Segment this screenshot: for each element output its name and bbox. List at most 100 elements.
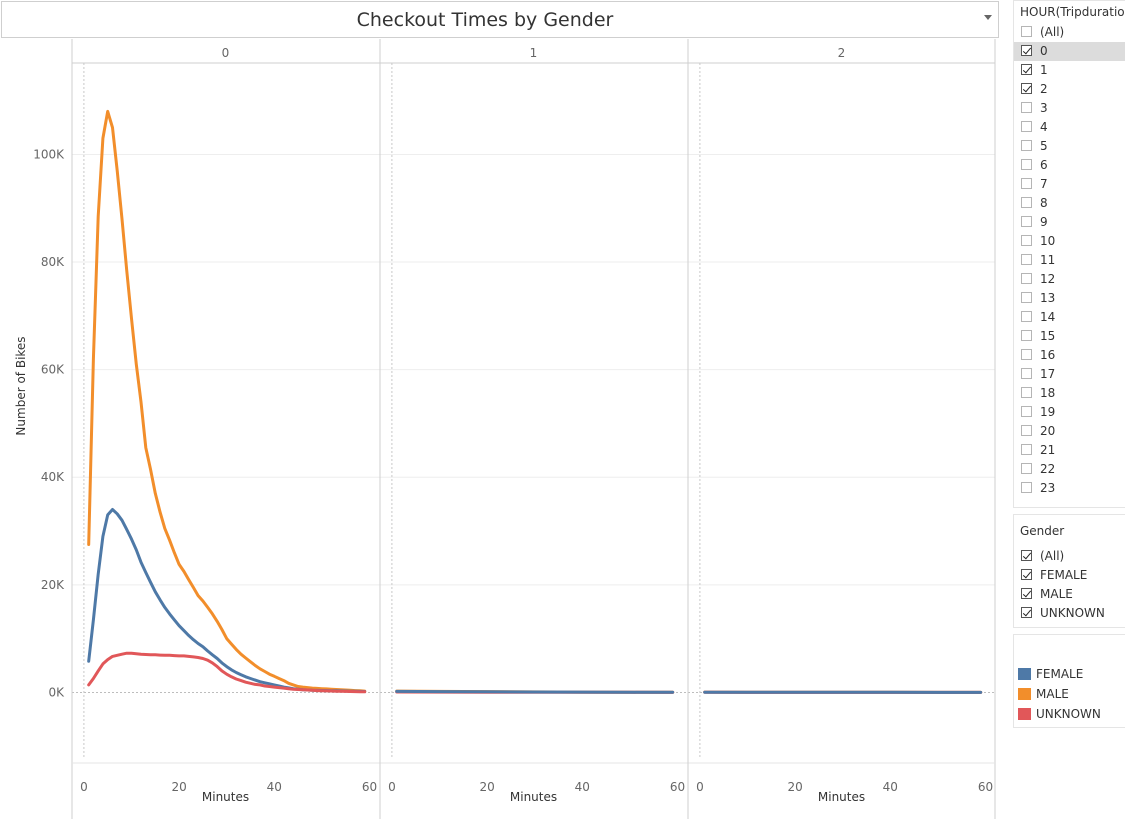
series-line-female [87,508,367,693]
gender-filter-option[interactable]: FEMALE [1014,566,1125,585]
hour-filter-option-label: 4 [1040,120,1048,134]
gender-filter-option-label: MALE [1040,587,1073,601]
y-tick-label: 20K [41,578,65,592]
hour-filter-option[interactable]: 8 [1014,194,1125,213]
hour-filter-option-label: 16 [1040,348,1056,362]
hour-filter-option[interactable]: 9 [1014,213,1125,232]
checkbox[interactable] [1021,349,1032,360]
hour-filter-list: (All) 0 1 2 3 4 5 6 7 8 9 10 11 12 13 14 15 16 17 18 19 20 21 2… [1014,23,1125,498]
checkbox[interactable] [1021,406,1032,417]
hour-filter-option-label: 0 [1040,44,1048,58]
checkbox[interactable] [1021,292,1032,303]
hour-filter-option-label: 10 [1040,234,1056,248]
series-line-male [87,109,367,693]
checkbox[interactable] [1021,121,1032,132]
hour-filter-option[interactable]: 16 [1014,346,1125,365]
hour-filter-option-label: 14 [1040,310,1056,324]
gender-filter-title: Gender [1020,524,1065,538]
x-axis-title: Minutes [818,790,865,804]
legend-swatch [1018,668,1031,680]
hour-filter-option[interactable]: 6 [1014,156,1125,175]
y-tick-label: 40K [41,470,65,484]
gender-filter-option[interactable]: (All) [1014,547,1125,566]
checkbox[interactable] [1021,425,1032,436]
checkbox[interactable] [1021,273,1032,284]
hour-filter-option-label: (All) [1040,25,1065,39]
hour-filter-option[interactable]: 14 [1014,308,1125,327]
hour-filter-option-label: 15 [1040,329,1056,343]
hour-filter-option-label: 13 [1040,291,1056,305]
x-tick-label: 0 [696,780,704,794]
hour-filter-option-label: 20 [1040,424,1056,438]
checkbox[interactable] [1021,26,1032,37]
y-tick-label: 100K [33,147,65,161]
checkbox[interactable] [1021,216,1032,227]
x-tick-label: 20 [479,780,494,794]
series-line-unknown [87,651,367,694]
checkbox[interactable] [1021,463,1032,474]
legend-item[interactable]: FEMALE [1014,664,1125,684]
checkbox[interactable] [1021,368,1032,379]
hour-filter-option[interactable]: 1 [1014,61,1125,80]
hour-filter-option-label: 18 [1040,386,1056,400]
legend-item[interactable]: MALE [1014,684,1125,704]
hour-filter-option[interactable]: 0 [1014,42,1125,61]
x-tick-label: 20 [171,780,186,794]
hour-filter-option-label: 2 [1040,82,1048,96]
hour-filter-option[interactable]: 18 [1014,384,1125,403]
checkbox[interactable] [1021,311,1032,322]
hour-filter-option-label: 9 [1040,215,1048,229]
checkbox[interactable] [1021,102,1032,113]
hour-filter-option[interactable]: 10 [1014,232,1125,251]
checkbox[interactable] [1021,482,1032,493]
checkbox[interactable] [1021,387,1032,398]
hour-filter-option[interactable]: 15 [1014,327,1125,346]
hour-filter-option[interactable]: 5 [1014,137,1125,156]
checkbox[interactable] [1021,254,1032,265]
checkbox[interactable] [1021,588,1032,599]
gender-filter-option-label: (All) [1040,549,1065,563]
hour-filter-option[interactable]: 21 [1014,441,1125,460]
checkbox[interactable] [1021,235,1032,246]
checkbox[interactable] [1021,140,1032,151]
checkbox[interactable] [1021,550,1032,561]
hour-filter-option[interactable]: 3 [1014,99,1125,118]
hour-filter-option[interactable]: 4 [1014,118,1125,137]
checkbox[interactable] [1021,64,1032,75]
chart-title: Checkout Times by Gender [356,9,614,31]
x-axis-title: Minutes [202,790,249,804]
chart-title-bar: Checkout Times by Gender [1,1,999,38]
gender-filter-option[interactable]: MALE [1014,585,1125,604]
checkbox[interactable] [1021,83,1032,94]
legend-item[interactable]: UNKNOWN [1014,704,1125,724]
x-tick-label: 0 [80,780,88,794]
hour-filter-option[interactable]: (All) [1014,23,1125,42]
checkbox[interactable] [1021,607,1032,618]
checkbox[interactable] [1021,178,1032,189]
checkbox[interactable] [1021,569,1032,580]
hour-filter-option[interactable]: 23 [1014,479,1125,498]
checkbox[interactable] [1021,330,1032,341]
hour-filter-option[interactable]: 17 [1014,365,1125,384]
hour-filter-option[interactable]: 2 [1014,80,1125,99]
hour-filter-panel: HOUR(Tripduration) (All)0123456789101112… [1013,0,1125,508]
checkbox[interactable] [1021,444,1032,455]
checkbox[interactable] [1021,159,1032,170]
y-axis-title: Number of Bikes [14,336,28,435]
panel-header-label: 0 [222,46,230,60]
hour-filter-option[interactable]: 22 [1014,460,1125,479]
title-dropdown-icon[interactable] [984,15,992,20]
hour-filter-option[interactable]: 7 [1014,175,1125,194]
hour-filter-option[interactable]: 19 [1014,403,1125,422]
gender-filter-option[interactable]: UNKNOWN [1014,604,1125,623]
hour-filter-option[interactable]: 12 [1014,270,1125,289]
checkbox[interactable] [1021,197,1032,208]
legend-swatch [1018,708,1031,720]
hour-filter-option[interactable]: 20 [1014,422,1125,441]
hour-filter-option[interactable]: 11 [1014,251,1125,270]
checkbox[interactable] [1021,45,1032,56]
hour-filter-option[interactable]: 13 [1014,289,1125,308]
color-legend-panel: FEMALE MALE UNKNOWN [1013,634,1125,728]
x-tick-label: 40 [575,780,590,794]
hour-filter-option-label: 23 [1040,481,1056,495]
